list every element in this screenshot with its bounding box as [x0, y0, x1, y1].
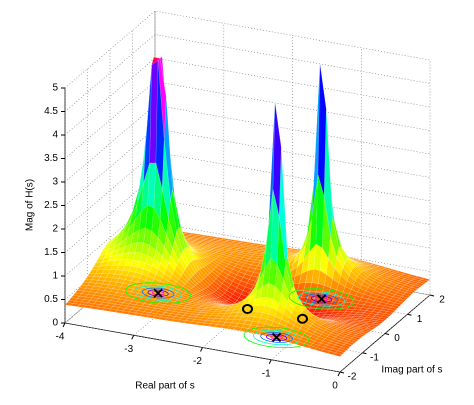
grid-line — [64, 198, 431, 277]
grid-line — [64, 128, 431, 206]
x-axis-label: Real part of s — [135, 381, 194, 392]
pole-marker — [271, 332, 282, 343]
y-tick — [339, 371, 345, 374]
z-tick-label: 0.5 — [44, 294, 58, 305]
z-tick-label: 2.5 — [44, 200, 58, 211]
contour — [288, 288, 355, 310]
z-tick-label: 5 — [52, 83, 58, 94]
y-tick-label: 1 — [417, 314, 423, 325]
grid-line — [64, 10, 431, 89]
pole-marker — [316, 294, 327, 304]
z-tick-label: 3.5 — [44, 153, 58, 164]
grid-line — [339, 60, 431, 373]
contour — [243, 326, 310, 349]
contour — [125, 282, 192, 304]
x-tick-label: -2 — [193, 356, 202, 367]
z-tick-label: 1 — [52, 271, 58, 282]
y-tick-label: 0 — [394, 333, 400, 344]
surface-patch — [419, 279, 429, 283]
surface-patch — [374, 320, 384, 324]
surface-patch — [367, 325, 378, 329]
surface-patch — [378, 317, 388, 321]
grid-line — [64, 151, 431, 230]
y-axis-label: Imag part of s — [381, 365, 442, 376]
z-tick-label: 0 — [52, 318, 58, 329]
z-tick-label: 2 — [52, 224, 58, 235]
contour — [260, 331, 293, 343]
grid-line — [64, 34, 431, 112]
x-tick — [268, 359, 272, 364]
surface-patch — [347, 339, 357, 344]
surface-patch — [351, 336, 361, 340]
y-tick — [429, 294, 435, 297]
pole-marker — [153, 288, 163, 298]
z-tick-label: 4 — [52, 130, 58, 141]
surface-patch — [382, 313, 392, 317]
z-tick-label: 4.5 — [44, 106, 58, 117]
surface-patch — [398, 296, 408, 301]
surface-patch — [333, 352, 343, 357]
y-tick — [362, 352, 367, 355]
contour — [134, 285, 182, 301]
y-tick-label: -1 — [370, 352, 379, 363]
y-tick-label: -2 — [348, 372, 357, 383]
z-axis-label: Mag of H(s) — [25, 179, 36, 231]
x-tick-label: -1 — [262, 368, 271, 379]
pole-stroke — [316, 294, 327, 304]
y-tick — [384, 333, 390, 335]
z-tick-label: 1.5 — [44, 247, 58, 258]
grid-line — [64, 104, 431, 183]
surface-patch — [363, 327, 374, 332]
zero-marker — [242, 304, 253, 314]
contour — [305, 293, 338, 305]
surface-patch — [357, 331, 368, 336]
contour — [252, 329, 301, 346]
surface-patch — [411, 285, 421, 290]
z-tick-label: 3 — [52, 177, 58, 188]
grid-line — [64, 175, 431, 253]
floor-contours — [125, 282, 355, 349]
x-tick — [200, 347, 203, 352]
surface-patch — [415, 282, 425, 286]
surface-patch — [388, 306, 398, 311]
surface — [64, 56, 431, 357]
y-tick — [407, 313, 412, 316]
surface-patch — [345, 341, 355, 346]
x-tick — [337, 371, 341, 377]
surface-patch — [392, 302, 402, 307]
y-tick-label: 2 — [439, 295, 445, 306]
surface-patch — [380, 315, 390, 319]
x-tick-label: -3 — [124, 344, 133, 355]
x-tick — [131, 335, 135, 340]
x-tick — [62, 322, 66, 328]
x-tick-label: 0 — [332, 381, 338, 392]
grid-line — [64, 81, 431, 159]
axes-box: -4 -3 -2 -1 0 -2 -1 0 1 2 0 0.5 1 1.5 2 2.5 3 3.5 4 4.5 5 — [44, 10, 445, 392]
axis-labels: Real part of s Imag part of s Mag of H(s… — [25, 179, 443, 392]
zero-marker — [297, 313, 308, 324]
grid-line — [64, 57, 431, 136]
contour — [297, 291, 346, 307]
x-tick-label: -4 — [56, 332, 65, 343]
contour — [141, 287, 175, 299]
pole-stroke — [153, 288, 163, 298]
pole-stroke — [271, 332, 282, 343]
surface-patch — [376, 318, 386, 323]
